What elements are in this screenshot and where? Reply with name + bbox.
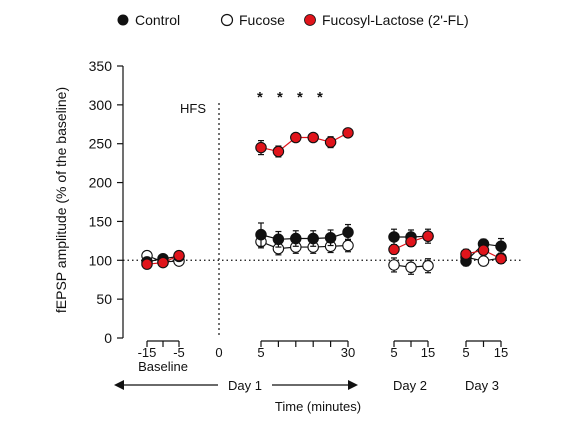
- x-tick-label: 5: [257, 345, 264, 360]
- y-tick-label: 100: [89, 252, 113, 268]
- y-tick-label: 150: [89, 213, 113, 229]
- control-point: [307, 232, 319, 245]
- fl-point: [157, 256, 169, 269]
- legend-label-control: Control: [135, 12, 180, 28]
- y-axis: 0 50 100 150 200 250 300 350: [89, 58, 124, 346]
- control-point: [388, 231, 400, 243]
- x-tick-label: -5: [173, 345, 185, 360]
- x-tick-label: 5: [390, 345, 397, 360]
- legend-marker-fucose: [220, 13, 234, 27]
- fl-point: [422, 230, 434, 242]
- x-tick-label: 5: [462, 345, 469, 360]
- baseline-label: Baseline: [138, 359, 188, 374]
- legend: Control Fucose Fucosyl-Lactose (2'-FL): [117, 12, 469, 28]
- day1-label: Day 1: [228, 378, 262, 393]
- x-tick-label: 15: [494, 345, 508, 360]
- data-marks: [141, 127, 507, 275]
- legend-label-fl: Fucosyl-Lactose (2'-FL): [322, 12, 469, 28]
- y-tick-label: 50: [96, 291, 112, 307]
- x-axis-label: Time (minutes): [275, 399, 361, 414]
- hfs-label: HFS: [180, 101, 206, 116]
- fl-point: [495, 252, 507, 265]
- fl-point: [307, 131, 319, 144]
- fl-point: [477, 244, 490, 256]
- fl-point: [405, 235, 417, 248]
- day2-label: Day 2: [393, 378, 427, 393]
- control-point: [272, 233, 285, 246]
- control-point: [255, 228, 267, 241]
- legend-label-fucose: Fucose: [239, 12, 285, 28]
- fucose-point: [388, 259, 400, 271]
- control-point: [290, 232, 302, 245]
- fucose-point: [405, 261, 417, 274]
- y-tick-label: 0: [104, 330, 112, 346]
- fl-point: [290, 131, 302, 144]
- day1-arrow: [114, 380, 358, 390]
- legend-marker-fl: [304, 14, 316, 26]
- x-axes: -15 -5 0 5 30 5 15 5 15: [138, 340, 508, 360]
- fl-point: [460, 248, 472, 260]
- y-tick-label: 350: [89, 58, 113, 74]
- fucose-point: [422, 259, 434, 272]
- fl-point: [173, 249, 185, 262]
- y-tick-label: 250: [89, 136, 113, 152]
- day3-label: Day 3: [465, 378, 499, 393]
- fl-point: [255, 141, 267, 154]
- y-tick-label: 200: [89, 175, 113, 191]
- y-axis-label: fEPSP amplitude (% of the baseline): [53, 87, 69, 313]
- legend-marker-control: [117, 14, 129, 26]
- control-point: [495, 240, 507, 253]
- fl-point: [342, 127, 354, 139]
- y-tick-label: 300: [89, 97, 113, 113]
- control-point: [324, 231, 337, 244]
- fucose-point: [477, 255, 490, 267]
- control-point: [342, 226, 354, 239]
- fl-point: [388, 243, 400, 256]
- x-tick-label: 15: [421, 345, 435, 360]
- x-tick-label: 0: [215, 345, 222, 360]
- x-tick-label: 30: [341, 345, 355, 360]
- fl-point: [272, 145, 285, 158]
- significance-stars: * * * *: [257, 89, 328, 106]
- x-tick-label: -15: [138, 345, 157, 360]
- fucose-point: [342, 239, 354, 252]
- fl-point: [324, 136, 337, 148]
- fl-point: [141, 258, 153, 270]
